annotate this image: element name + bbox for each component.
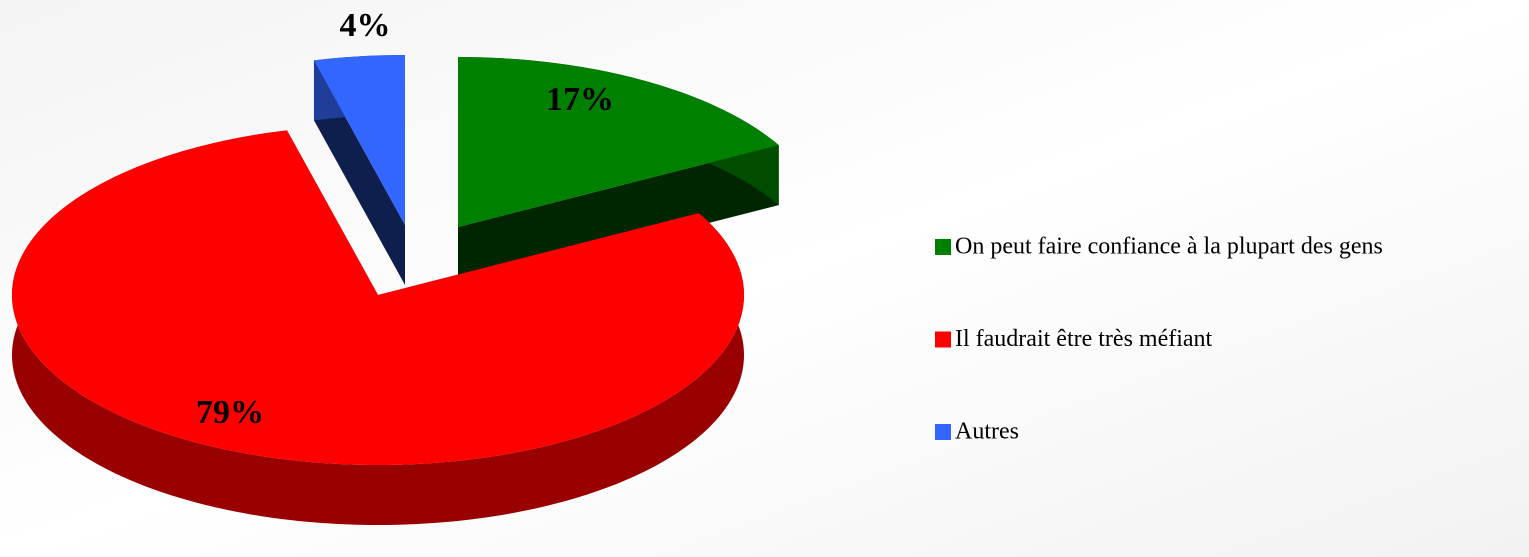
data-label: 4%	[340, 7, 391, 44]
legend-label: Autres	[955, 419, 1019, 445]
slice	[458, 57, 779, 227]
slice	[12, 130, 744, 465]
slice	[458, 57, 779, 287]
slice	[12, 130, 744, 525]
data-label: 17%	[546, 81, 614, 118]
slice	[313, 55, 405, 225]
slice	[313, 55, 405, 285]
legend-swatch	[935, 424, 951, 440]
data-label: 79%	[196, 394, 264, 431]
legend-swatch	[935, 331, 951, 348]
legend-label: Il faudrait être très méfiant	[955, 326, 1213, 352]
legend-swatch	[935, 239, 951, 255]
legend-label: On peut faire confiance à la plupart des…	[955, 234, 1383, 260]
slice-side	[458, 145, 779, 287]
